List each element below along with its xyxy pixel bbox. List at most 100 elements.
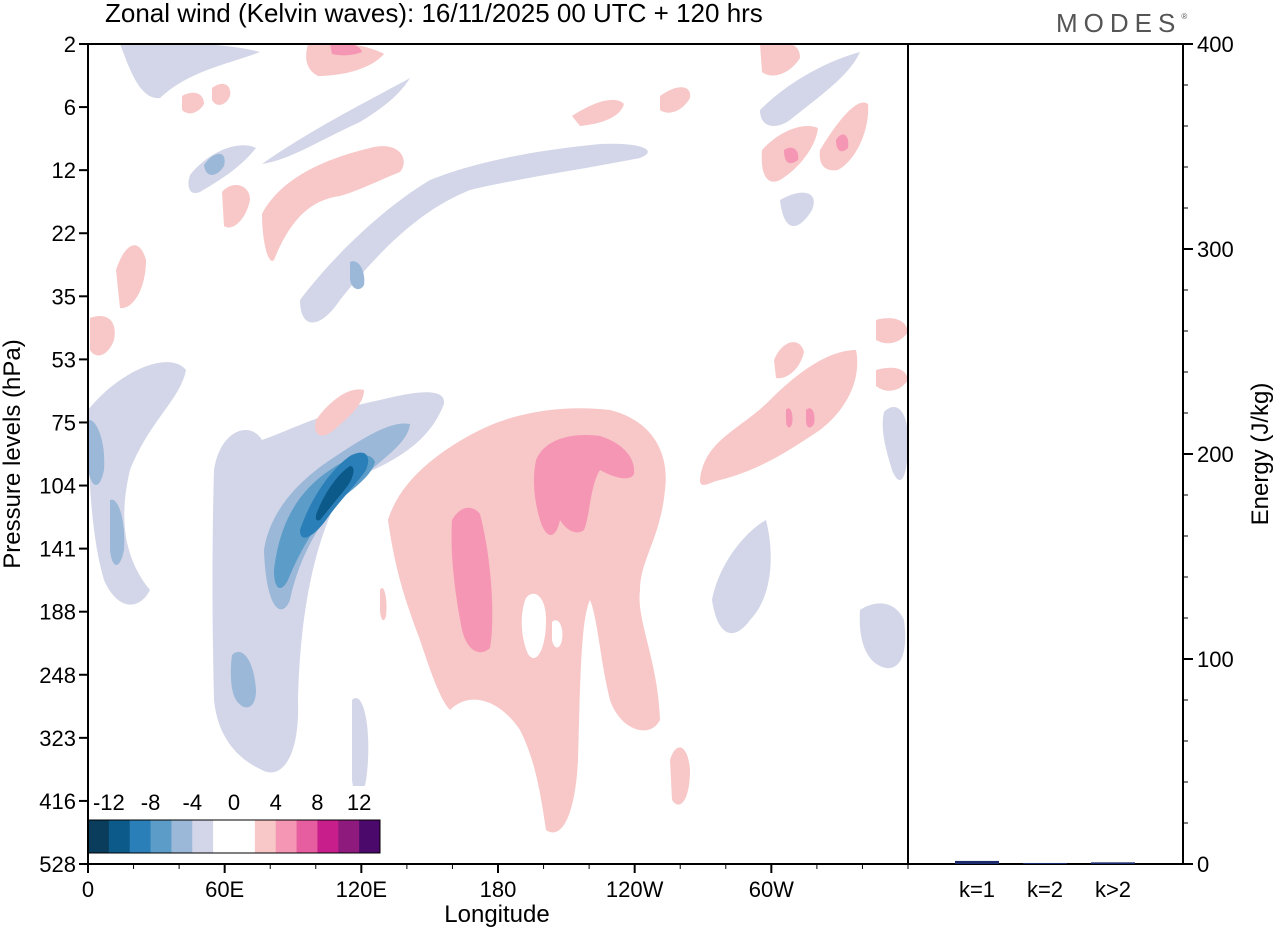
- registered-mark: ®: [1181, 12, 1188, 21]
- colorbar-label: -12: [93, 790, 125, 815]
- x-tick-label: 0: [82, 877, 94, 902]
- contour-region-pos2: [670, 747, 690, 805]
- contour-region-pos2: [380, 588, 387, 621]
- colorbar-swatch: [338, 820, 360, 853]
- colorbar-label: -8: [141, 790, 161, 815]
- y-tick-label: 323: [39, 726, 76, 751]
- contour-region-pos2: [774, 342, 804, 379]
- colorbar-label: 0: [228, 790, 240, 815]
- contour-region-neg4: [110, 499, 125, 565]
- x-tick-label: 180: [480, 877, 517, 902]
- energy-panel-frame: [907, 43, 1184, 865]
- energy-y-tick-label: 100: [1197, 647, 1234, 672]
- x-tick-label: 120W: [606, 877, 664, 902]
- contour-region-pos2: [262, 146, 404, 261]
- contour-region-pos4: [786, 408, 793, 428]
- contour-region-neg2: [760, 52, 860, 126]
- contour-region-neg2: [882, 407, 908, 480]
- y-tick-label: 12: [52, 158, 76, 183]
- contour-region-neg4: [88, 419, 105, 485]
- x-axis: 0 60E 120E 180 120W 60W: [82, 864, 909, 902]
- y-tick-label: 104: [39, 474, 76, 499]
- y-tick-label: 22: [52, 221, 76, 246]
- contour-hole: [521, 593, 546, 659]
- energy-y-tick-label: 200: [1197, 442, 1234, 467]
- energy-y-axis: 0 100 200 300 400: [1183, 32, 1234, 877]
- energy-y-tick-label: 300: [1197, 237, 1234, 262]
- contour-region-pos4: [330, 44, 362, 56]
- contour-region-pos4: [533, 435, 635, 535]
- energy-axis-label: Energy (J/kg): [1247, 383, 1274, 526]
- x-tick-label: 60E: [205, 877, 244, 902]
- contour-region-pos4: [451, 507, 493, 653]
- modes-logo: MODES®: [1056, 8, 1187, 39]
- contour-region-pos2: [116, 245, 146, 309]
- contour-hole: [552, 620, 563, 648]
- energy-bars: k=1 k=2 k>2: [955, 860, 1135, 902]
- colorbar-swatch: [213, 820, 235, 853]
- y-tick-label: 75: [52, 410, 76, 435]
- contour-region-pos2: [876, 318, 908, 344]
- y-tick-label: 248: [39, 663, 76, 688]
- y-tick-label: 188: [39, 600, 76, 625]
- energy-y-tick-label: 0: [1197, 852, 1209, 877]
- colorbar-label: 8: [311, 790, 323, 815]
- y-tick-label: 6: [64, 95, 76, 120]
- colorbar-swatch: [192, 820, 214, 853]
- y-axis: 2 6 12 22 35 53 75 104 141 188 248 323 416 528: [39, 32, 88, 877]
- y-tick-label: 141: [39, 537, 76, 562]
- colorbar-swatch: [129, 820, 152, 853]
- contour-region-neg2: [780, 192, 814, 227]
- colorbar-label: 12: [347, 790, 371, 815]
- contour-region-neg4: [350, 261, 365, 290]
- contour-region-pos2: [315, 389, 364, 436]
- chart-title: Zonal wind (Kelvin waves): 16/11/2025 00…: [105, 0, 763, 28]
- energy-bar: [1023, 862, 1067, 864]
- contour-region-pos4: [784, 147, 799, 164]
- energy-category-label: k=2: [1027, 877, 1063, 902]
- contour-region-neg2: [212, 392, 445, 773]
- y-axis-label: Pressure levels (hPa): [0, 339, 26, 568]
- contour-region-pos2: [306, 44, 384, 76]
- contour-region-neg2: [300, 143, 648, 323]
- logo-text: MODES: [1056, 8, 1182, 38]
- contour-region-neg4: [264, 423, 410, 610]
- contour-region-neg2: [859, 603, 906, 669]
- colorbar-swatch: [275, 820, 298, 853]
- contour-region-pos2: [572, 99, 624, 126]
- contour-field: [88, 44, 908, 833]
- colorbar-swatch: [296, 820, 318, 853]
- contour-region-neg2: [712, 520, 771, 634]
- colorbar-swatch: [234, 820, 256, 853]
- contour-region-pos2: [700, 350, 858, 485]
- energy-y-tick-label: 400: [1197, 32, 1234, 57]
- contour-region-pos2: [222, 185, 250, 228]
- energy-category-label: k>2: [1095, 877, 1131, 902]
- contour-region-neg2: [352, 698, 369, 798]
- x-tick-label: 60W: [749, 877, 794, 902]
- contour-region-neg2: [188, 145, 256, 194]
- contour-region-pos2: [90, 316, 115, 356]
- contour-region-neg10: [315, 466, 354, 521]
- colorbar: -12 -8 -4 0 4 8 12: [87, 786, 382, 864]
- contour-region-pos2: [760, 44, 800, 76]
- colorbar-swatch: [171, 820, 193, 853]
- y-tick-label: 35: [52, 284, 76, 309]
- y-tick-label: 416: [39, 789, 76, 814]
- energy-category-label: k=1: [959, 877, 995, 902]
- contour-region-pos4: [806, 408, 815, 428]
- contour-region-pos2: [212, 83, 231, 105]
- contour-region-neg4: [230, 651, 256, 708]
- colorbar-swatch: [359, 820, 381, 853]
- colorbar-swatch: [254, 820, 277, 853]
- contour-region-neg2: [120, 44, 260, 99]
- colorbar-label: -4: [183, 790, 203, 815]
- contour-region-pos2: [182, 92, 204, 114]
- x-tick-label: 120E: [336, 877, 387, 902]
- colorbar-label: 4: [270, 790, 282, 815]
- x-axis-label: Longitude: [444, 901, 549, 928]
- energy-bar: [955, 860, 999, 864]
- colorbar-swatch: [150, 820, 172, 853]
